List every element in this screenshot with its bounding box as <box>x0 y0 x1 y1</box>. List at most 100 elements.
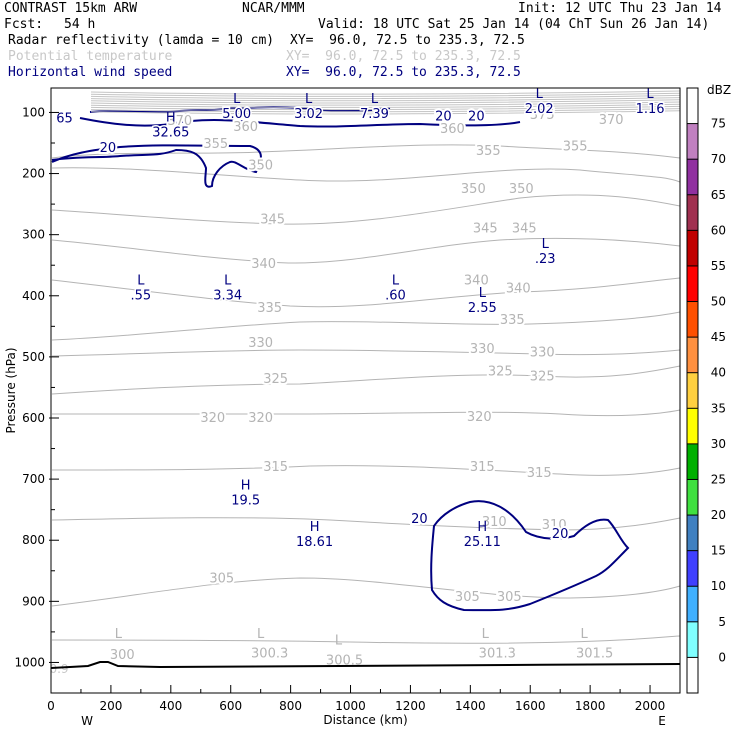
wind-extremum-value: .23 <box>535 252 556 267</box>
y-tick-label: 500 <box>22 350 45 364</box>
theta-line <box>51 577 681 607</box>
theta-line <box>51 237 681 264</box>
colorbar-swatch <box>687 88 698 124</box>
theta-label: 320 <box>200 411 225 426</box>
theta-label: 345 <box>260 212 285 227</box>
theta-line <box>51 311 681 341</box>
theta-label: 315 <box>527 466 552 481</box>
theta-line-upper <box>90 99 681 104</box>
theta-line-upper <box>90 90 681 95</box>
colorbar-swatch <box>687 443 698 480</box>
wind-contour-label: 20 <box>411 512 428 527</box>
x-tick-label: 1800 <box>575 699 606 713</box>
theta-label: 310 <box>542 518 567 533</box>
field-1-name: Radar reflectivity (lamda = 10 cm) <box>8 33 275 48</box>
theta-label: 350 <box>461 182 486 197</box>
theta-label: 350 <box>509 182 534 197</box>
theta-line <box>51 194 681 225</box>
theta-line <box>51 277 681 308</box>
colorbar-swatch <box>687 515 698 551</box>
x-tick-label: 400 <box>159 699 182 713</box>
theta-min-marker: L <box>115 627 123 642</box>
theta-label: 301.3 <box>479 646 516 661</box>
field-2-name: Potential temperature <box>8 49 173 64</box>
theta-line <box>51 167 681 183</box>
theta-label: 305 <box>209 572 234 587</box>
wind-extremum-marker: H <box>166 110 176 125</box>
colorbar-swatch <box>687 550 698 587</box>
theta-label: 340 <box>464 274 489 289</box>
wind-extremum-marker: H <box>477 520 487 535</box>
colorbar-level-label: 65 <box>711 188 726 202</box>
y-axis-title: Pressure (hPa) <box>4 347 18 433</box>
theta-min-marker: L <box>335 633 343 648</box>
y-tick-label: 800 <box>22 533 45 547</box>
theta-label: 330 <box>470 342 495 357</box>
colorbar-level-label: 15 <box>711 544 726 558</box>
model-title: CONTRAST 15km ARW <box>4 1 138 16</box>
x-tick-label: 1600 <box>515 699 546 713</box>
colorbar-swatch <box>687 586 698 622</box>
colorbar-level-label: 55 <box>711 259 726 273</box>
theta-label: 335 <box>500 313 525 328</box>
colorbar-level-label: 10 <box>711 579 726 593</box>
wind-extremum-value: 19.5 <box>231 493 260 508</box>
theta-min-marker: L <box>482 627 490 642</box>
wind-extremum-value: .55 <box>131 289 152 304</box>
theta-label: 370 <box>167 114 192 129</box>
theta-label: 301.5 <box>576 646 613 661</box>
field-2-xy: XY= 96.0, 72.5 to 235.3, 72.5 <box>286 49 521 64</box>
theta-min-marker: L <box>257 627 265 642</box>
colorbar-level-label: 30 <box>711 437 726 451</box>
x-tick-label: 800 <box>279 699 302 713</box>
colorbar-swatch <box>687 408 698 444</box>
x-axis-title: Distance (km) <box>323 713 407 727</box>
wind-extremum-value: 2.02 <box>525 102 554 117</box>
x-west-label: W <box>81 714 93 728</box>
theta-label: 320 <box>467 410 492 425</box>
y-tick-label: 300 <box>22 228 45 242</box>
y-tick-label: 100 <box>22 105 45 119</box>
theta-line-upper <box>90 105 681 111</box>
theta-label: 345 <box>473 222 498 237</box>
x-tick-label: 1000 <box>335 699 366 713</box>
colorbar-level-label: 25 <box>711 472 726 486</box>
wind-contour-label: 20 <box>100 141 117 156</box>
colorbar-level-label: 60 <box>711 223 726 237</box>
wind-extremum-marker: L <box>542 237 550 252</box>
colorbar-swatch <box>687 230 698 266</box>
valid-time: Valid: 18 UTC Sat 25 Jan 14 (04 ChT Sun … <box>318 17 710 32</box>
wind-contour-label: 20 <box>468 110 485 125</box>
wind-extremum-marker: L <box>233 92 241 107</box>
theta-label: 355 <box>203 137 228 152</box>
wind-extremum-value: 2.55 <box>468 301 497 316</box>
x-tick-label: 600 <box>219 699 242 713</box>
theta-label: 355 <box>563 140 588 155</box>
wind-extremum-marker: L <box>392 274 400 289</box>
colorbar-level-label: 70 <box>711 152 726 166</box>
theta-label: 330 <box>248 336 273 351</box>
plot-frame <box>50 87 681 694</box>
colorbar-level-label: 50 <box>711 295 726 309</box>
y-tick-label: 1000 <box>14 655 45 669</box>
x-tick-label: 0 <box>47 699 55 713</box>
theta-label: 360 <box>233 120 258 135</box>
wind-extremum-marker: L <box>371 92 379 107</box>
colorbar-level-label: 40 <box>711 366 726 380</box>
theta-isentropes <box>51 144 681 644</box>
field-3-name: Horizontal wind speed <box>8 65 173 80</box>
theta-label: 305 <box>497 590 522 605</box>
wind-extremum-marker: L <box>305 92 313 107</box>
theta-label: 300.3 <box>251 646 288 661</box>
theta-label: 345 <box>512 222 537 237</box>
field-1-xy: XY= 96.0, 72.5 to 235.3, 72.5 <box>290 33 525 48</box>
colorbar-level-label: 45 <box>711 330 726 344</box>
organization-label: NCAR/MMM <box>242 1 305 16</box>
y-tick-label: 700 <box>22 472 45 486</box>
wind-extremum-marker: L <box>479 286 487 301</box>
colorbar-level-label: 35 <box>711 401 726 415</box>
theta-line-upper <box>90 92 681 97</box>
y-tick-label: 400 <box>22 289 45 303</box>
colorbar-level-label: 0 <box>718 650 726 664</box>
